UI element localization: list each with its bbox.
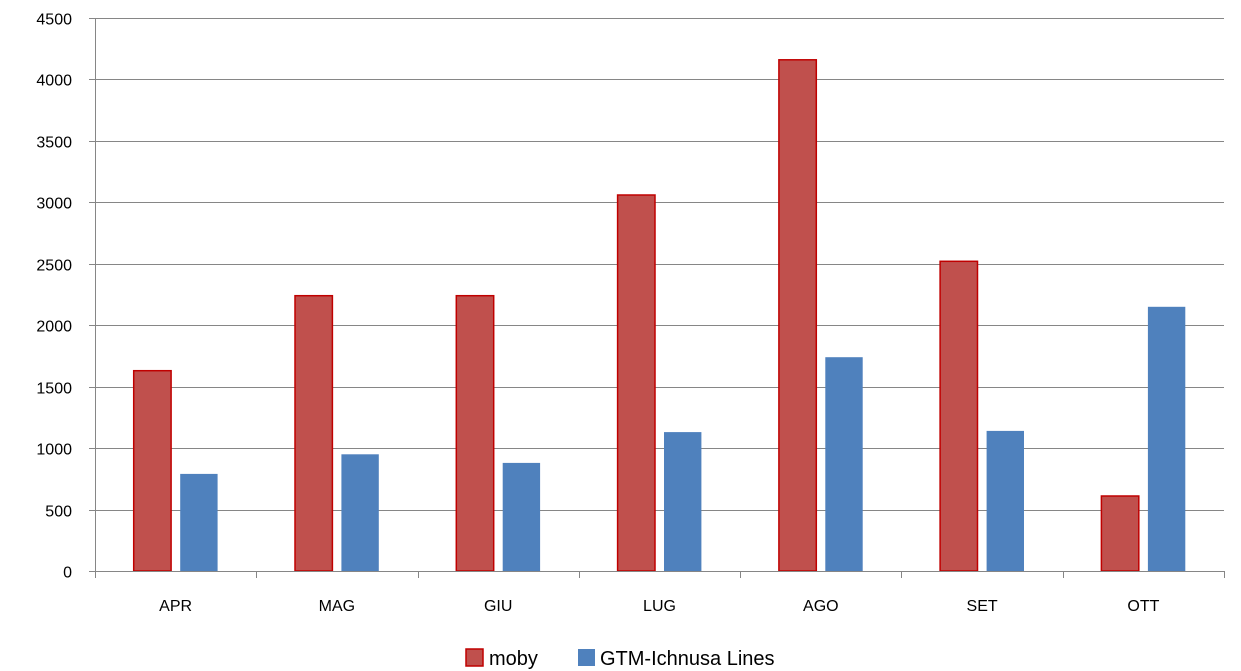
bar-gtm-ichnusa-lines-ott: [1147, 306, 1186, 571]
bar-moby-giu: [455, 294, 495, 572]
x-tick-label: LUG: [643, 598, 676, 615]
legend-label-moby: moby: [489, 648, 538, 670]
y-tick-label: 2000: [36, 319, 72, 336]
legend-item-gtm-ichnusa-lines: GTM-Ichnusa Lines: [578, 648, 775, 670]
axes: [89, 18, 1225, 578]
x-tick-label: MAG: [319, 598, 355, 615]
legend: moby GTM-Ichnusa Lines: [465, 648, 775, 670]
bar-moby-apr: [132, 369, 172, 572]
y-tick-label: 1000: [36, 442, 72, 459]
y-tick-label: 3000: [36, 196, 72, 213]
bar-moby-set: [939, 260, 979, 572]
y-axis-tick-labels: 0 500 1000 1500 2000 2500 3000 3500 4000 4500: [36, 12, 72, 582]
legend-swatch-gtm-ichnusa-lines: [578, 649, 595, 666]
bar-gtm-ichnusa-lines-lug: [664, 432, 702, 571]
bar-gtm-ichnusa-lines-mag: [341, 454, 379, 571]
y-tick-label: 4000: [36, 73, 72, 90]
gridlines: [95, 18, 1224, 511]
legend-swatch-moby: [465, 648, 484, 667]
bar-gtm-ichnusa-lines-apr: [180, 473, 218, 571]
bar-moby-ago: [778, 59, 818, 572]
bar-gtm-ichnusa-lines-set: [986, 430, 1024, 571]
bar-gtm-ichnusa-lines-ago: [825, 357, 863, 571]
y-tick-label: 500: [45, 504, 72, 521]
bar-gtm-ichnusa-lines-giu: [502, 462, 541, 571]
x-tick-label: SET: [967, 598, 998, 615]
y-tick-label: 0: [63, 565, 72, 582]
x-tick-label: AGO: [803, 598, 839, 615]
bar-moby-mag: [294, 294, 334, 572]
y-tick-label: 3500: [36, 135, 72, 152]
bar-moby-lug: [616, 194, 656, 572]
x-axis-tick-labels: APR MAG GIU LUG AGO SET OTT: [159, 598, 1159, 615]
legend-item-moby: moby: [465, 648, 538, 670]
y-tick-label: 4500: [36, 12, 72, 29]
y-tick-label: 2500: [36, 258, 72, 275]
bars: [132, 59, 1186, 572]
legend-label-gtm-ichnusa-lines: GTM-Ichnusa Lines: [600, 648, 775, 670]
x-tick-label: APR: [159, 598, 192, 615]
bar-moby-ott: [1100, 495, 1140, 572]
x-tick-label: GIU: [484, 598, 512, 615]
y-tick-label: 1500: [36, 381, 72, 398]
x-tick-label: OTT: [1127, 598, 1159, 615]
